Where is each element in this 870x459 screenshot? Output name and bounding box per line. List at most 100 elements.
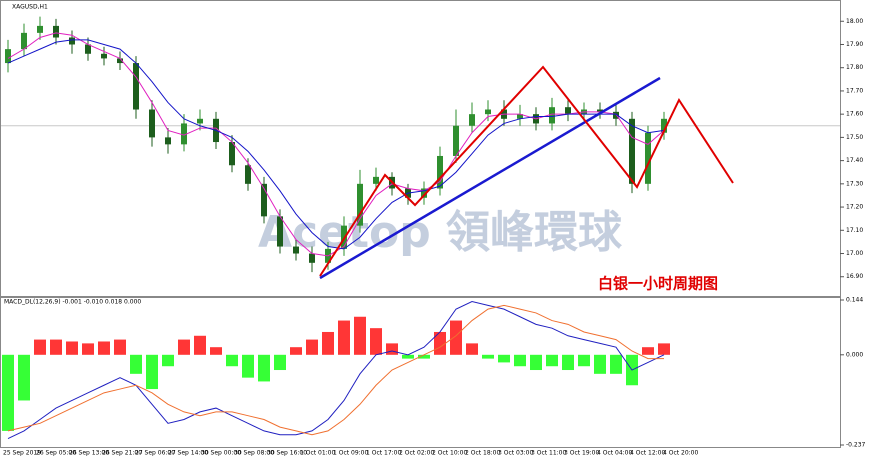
y-tick-label: 0.000 xyxy=(846,351,863,358)
histogram-bar xyxy=(98,341,110,355)
y-tick-label: 0.144 xyxy=(846,297,863,304)
candle-body xyxy=(613,111,619,119)
x-tick-label: 3 Oct 19:00 xyxy=(564,450,599,457)
candle-body xyxy=(69,37,75,45)
histogram-bar xyxy=(290,347,302,355)
y-tick-label: 17.80 xyxy=(846,64,863,71)
y-tick-label: 17.70 xyxy=(846,87,863,94)
y-tick-label: 17.60 xyxy=(846,111,863,118)
candle-body xyxy=(37,25,43,33)
histogram-bar xyxy=(146,354,158,390)
candle-body xyxy=(453,125,459,156)
x-tick-label: 27 Sep 06:00 xyxy=(135,450,175,457)
x-tick-label: 3 Oct 11:00 xyxy=(531,450,566,457)
y-tick-label: 17.00 xyxy=(846,250,863,257)
candle-body xyxy=(469,114,475,126)
x-tick-label: 27 Sep 14:00 xyxy=(168,450,208,457)
candle-body xyxy=(277,216,283,247)
histogram-bar xyxy=(482,354,494,359)
histogram-bar xyxy=(274,354,286,371)
histogram-bar xyxy=(194,335,206,355)
candle-body xyxy=(101,53,107,59)
candle-body xyxy=(357,183,363,226)
histogram-bar xyxy=(354,316,366,355)
candle-body xyxy=(165,137,171,145)
x-tick-label: 2 Oct 02:00 xyxy=(399,450,434,457)
x-tick-label: 30 Sep 00:00 xyxy=(201,450,241,457)
histogram-bar xyxy=(210,347,222,355)
candle-body xyxy=(517,114,523,119)
histogram-bar xyxy=(658,343,670,355)
y-tick-label: -0.237 xyxy=(846,442,866,449)
histogram-bar xyxy=(402,354,414,359)
x-tick-label: 1 Oct 17:00 xyxy=(366,450,401,457)
candle-body xyxy=(5,49,11,64)
x-tick-label: 3 Oct 03:00 xyxy=(498,450,533,457)
x-tick-label: 4 Oct 04:00 xyxy=(597,450,632,457)
macd-panel xyxy=(0,297,841,448)
histogram-bar xyxy=(514,354,526,367)
watermark: Acetop 領峰環球 xyxy=(258,207,623,258)
histogram-bar xyxy=(370,328,382,355)
y-tick-label: 18.00 xyxy=(846,18,863,25)
x-tick-label: 26 Sep 13:00 xyxy=(69,450,109,457)
histogram-bar xyxy=(610,354,622,374)
histogram-bar xyxy=(242,354,254,378)
candle-body xyxy=(565,107,571,115)
y-tick-label: 17.50 xyxy=(846,134,863,141)
y-tick-label: 17.90 xyxy=(846,41,863,48)
candle-body xyxy=(309,253,315,263)
candle-body xyxy=(293,246,299,254)
macd-title: MACD_DL(12,26,9) -0.001 -0.010 0.018 0.0… xyxy=(4,299,141,306)
histogram-bar xyxy=(34,339,46,355)
candle-body xyxy=(85,44,91,54)
histogram-bar xyxy=(178,339,190,355)
histogram-bar xyxy=(594,354,606,374)
histogram-bar xyxy=(82,343,94,355)
histogram-bar xyxy=(498,354,510,363)
candle-body xyxy=(229,142,235,166)
histogram-bar xyxy=(306,339,318,355)
pattern-zigzag xyxy=(319,65,734,277)
histogram-bar xyxy=(322,331,334,355)
histogram-bar xyxy=(2,354,14,431)
histogram-bar xyxy=(226,354,238,367)
histogram-bar xyxy=(66,341,78,355)
y-tick-label: 16.90 xyxy=(846,273,863,280)
histogram-bar xyxy=(418,354,430,359)
candle-body xyxy=(149,109,155,138)
x-tick-label: 30 Sep 08:00 xyxy=(234,450,274,457)
candle-body xyxy=(661,118,667,133)
x-tick-label: 4 Oct 12:00 xyxy=(630,450,665,457)
y-tick-label: 17.40 xyxy=(846,157,863,164)
x-tick-label: 30 Sep 16:00 xyxy=(267,450,307,457)
histogram-bar xyxy=(546,354,558,367)
indicator-line xyxy=(7,39,665,250)
candle-body xyxy=(117,58,123,64)
x-tick-label: 2 Oct 18:00 xyxy=(465,450,500,457)
histogram-bar xyxy=(530,354,542,371)
candle-body xyxy=(421,188,427,198)
histogram-bar xyxy=(466,343,478,355)
histogram-bar xyxy=(50,339,62,355)
candle-body xyxy=(549,107,555,124)
x-tick-label: 1 Oct 01:00 xyxy=(300,450,335,457)
indicator-line xyxy=(7,304,664,436)
y-tick-label: 17.10 xyxy=(846,227,863,234)
price-panel xyxy=(0,0,841,297)
candle-body xyxy=(373,176,379,184)
x-tick-label: 25 Sep 2019 xyxy=(3,450,41,457)
histogram-bar xyxy=(450,320,462,355)
y-tick-label: 17.20 xyxy=(846,204,863,211)
candle-body xyxy=(485,109,491,115)
histogram-bar xyxy=(258,354,270,382)
x-tick-label: 26 Sep 05:00 xyxy=(36,450,76,457)
candle-body xyxy=(245,165,251,184)
histogram-bar xyxy=(18,354,30,401)
x-tick-label: 4 Oct 20:00 xyxy=(663,450,698,457)
x-tick-label: 1 Oct 09:00 xyxy=(333,450,368,457)
candle-body xyxy=(261,183,267,217)
candle-body xyxy=(437,155,443,189)
candle-body xyxy=(181,123,187,145)
